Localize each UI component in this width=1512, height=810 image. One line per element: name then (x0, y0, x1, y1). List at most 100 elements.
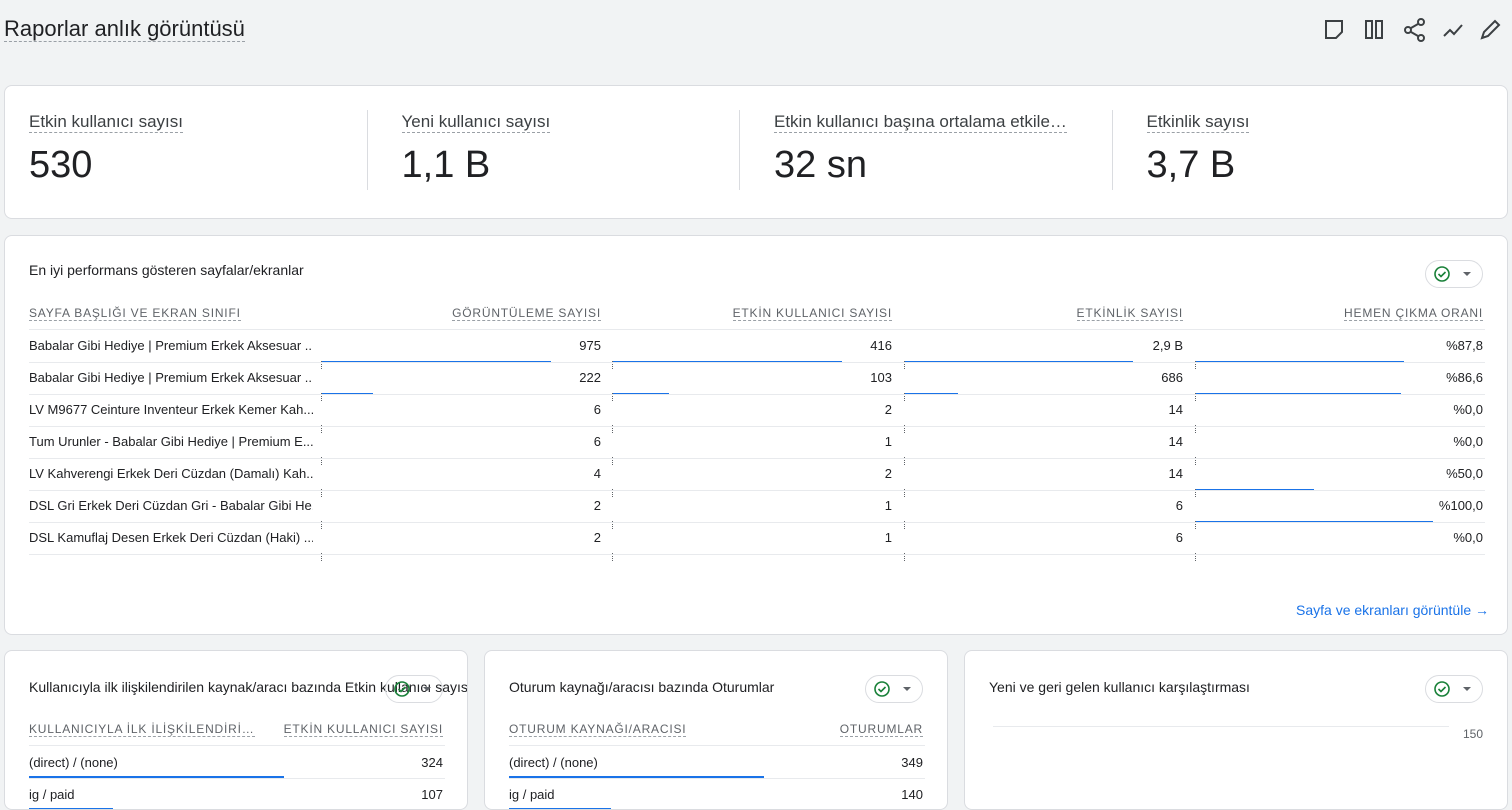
column-header: ETKİN KULLANICI SAYISI (284, 722, 443, 737)
cell-value: 2 (594, 498, 601, 513)
row-label: LV M9677 Ceinture Inventeur Erkek Kemer … (29, 402, 313, 417)
row-separator (509, 778, 925, 779)
top-pages-card: En iyi performans gösteren sayfalar/ekra… (4, 235, 1508, 635)
row-separator (29, 362, 1485, 363)
cell-value: 6 (594, 402, 601, 417)
kpi-divider (367, 110, 368, 190)
cell-value: 2,9 B (1153, 338, 1183, 353)
row-label: Tum Urunler - Babalar Gibi Hediye | Prem… (29, 434, 313, 449)
row-separator (29, 394, 1485, 395)
view-link[interactable]: Sayfa ve ekranları görüntüle → (1296, 602, 1489, 618)
cell-value: 1 (885, 530, 892, 545)
kpi-label: Yeni kullanıcı sayısı (402, 112, 551, 133)
row-separator (29, 426, 1485, 427)
kpi-label: Etkin kullanıcı başına ortalama etkile… (774, 112, 1067, 133)
cell-value: 222 (579, 370, 601, 385)
insights-icon[interactable] (1444, 25, 1462, 36)
compare-button[interactable] (1425, 675, 1483, 703)
cell-value: 1 (885, 498, 892, 513)
cell-value: 14 (1169, 434, 1183, 449)
cell-value: %0,0 (1453, 402, 1483, 417)
row-separator (29, 554, 1485, 555)
row-label: DSL Gri Erkek Deri Cüzdan Gri - Babalar … (29, 498, 313, 513)
row-label: (direct) / (none) (29, 755, 118, 770)
cell-value: 324 (421, 755, 443, 770)
card-title: Oturum kaynağı/aracısı bazında Oturumlar (509, 677, 849, 697)
column-header: HEMEN ÇIKMA ORANI (1344, 306, 1483, 321)
cell-value: 103 (870, 370, 892, 385)
session-card: Oturum kaynağı/aracısı bazında Oturumlar… (484, 650, 948, 810)
cell-value: 2 (885, 402, 892, 417)
row-separator (29, 522, 1485, 523)
cell-value: 14 (1169, 402, 1183, 417)
grid-line (993, 726, 1449, 727)
row-separator (29, 490, 1485, 491)
compare-button[interactable] (1425, 260, 1483, 288)
column-header: ETKİN KULLANICI SAYISI (733, 306, 892, 321)
cell-value: %87,8 (1446, 338, 1483, 353)
comparison-card: Yeni ve geri gelen kullanıcı karşılaştır… (964, 650, 1508, 810)
column-header: GÖRÜNTÜLEME SAYISI (452, 306, 601, 321)
cell-value: 2 (885, 466, 892, 481)
header-separator (509, 745, 925, 746)
cell-value: 6 (1176, 530, 1183, 545)
page-title: Raporlar anlık görüntüsü (4, 16, 245, 42)
kpi-value: 3,7 B (1147, 144, 1236, 187)
kpi-label: Etkin kullanıcı sayısı (29, 112, 183, 133)
row-separator (29, 778, 445, 779)
cell-value: %86,6 (1446, 370, 1483, 385)
page: Raporlar anlık görüntüsü Etkin kullanıcı… (0, 0, 1512, 792)
title-text: Raporlar anlık görüntüsü (4, 16, 245, 42)
cell-value: 6 (594, 434, 601, 449)
cell-value: 686 (1161, 370, 1183, 385)
row-label: ig / paid (29, 787, 75, 802)
link-text: Sayfa ve ekranları görüntüle (1296, 602, 1471, 618)
row-separator (29, 458, 1485, 459)
row-label: (direct) / (none) (509, 755, 598, 770)
card-title: En iyi performans gösteren sayfalar/ekra… (29, 262, 304, 278)
column-header: SAYFA BAŞLIĞI VE EKRAN SINIFI (29, 306, 241, 321)
cell-value: 140 (901, 787, 923, 802)
row-label: DSL Kamuflaj Desen Erkek Deri Cüzdan (Ha… (29, 530, 313, 545)
cell-value: %50,0 (1446, 466, 1483, 481)
card-title: Kullanıcıyla ilk ilişkilendirilen kaynak… (29, 677, 369, 697)
cell-value: 107 (421, 787, 443, 802)
card-title: Yeni ve geri gelen kullanıcı karşılaştır… (989, 679, 1250, 695)
compare-button[interactable] (865, 675, 923, 703)
cell-value: %0,0 (1453, 530, 1483, 545)
compare-button[interactable] (385, 675, 443, 703)
kpi-value: 1,1 B (402, 144, 491, 187)
column-header: OTURUMLAR (840, 722, 923, 737)
source-card: Kullanıcıyla ilk ilişkilendirilen kaynak… (4, 650, 468, 810)
compare-icon[interactable] (1366, 21, 1382, 38)
cell-value: 6 (1176, 498, 1183, 513)
cell-value: 4 (594, 466, 601, 481)
kpi-value: 32 sn (774, 144, 867, 187)
row-label: LV Kahverengi Erkek Deri Cüzdan (Damalı)… (29, 466, 313, 481)
cell-value: 2 (594, 530, 601, 545)
header-separator (29, 329, 1485, 330)
edit-icon[interactable] (1482, 21, 1499, 38)
cell-value: %0,0 (1453, 434, 1483, 449)
y-tick-label: 150 (1463, 727, 1483, 741)
cell-value: 416 (870, 338, 892, 353)
kpi-label: Etkinlik sayısı (1147, 112, 1250, 133)
cell-value: 975 (579, 338, 601, 353)
note-icon[interactable] (1326, 21, 1342, 38)
cell-value: 1 (885, 434, 892, 449)
row-label: Babalar Gibi Hediye | Premium Erkek Akse… (29, 338, 313, 353)
kpi-card: Etkin kullanıcı sayısı 530 Yeni kullanıcı … (4, 85, 1508, 219)
kpi-divider (1112, 110, 1113, 190)
toolbar (1320, 16, 1510, 44)
kpi-value: 530 (29, 144, 92, 187)
kpi-divider (739, 110, 740, 190)
column-header: OTURUM KAYNAĞI/ARACISI (509, 722, 686, 737)
column-header: KULLANICIYLA İLK İLİŞKİLENDİRİ… (29, 722, 255, 737)
cell-value: 349 (901, 755, 923, 770)
row-label: Babalar Gibi Hediye | Premium Erkek Akse… (29, 370, 313, 385)
row-label: ig / paid (509, 787, 555, 802)
share-icon[interactable] (1405, 19, 1424, 41)
cell-value: 14 (1169, 466, 1183, 481)
cell-value: %100,0 (1439, 498, 1483, 513)
column-header: ETKİNLİK SAYISI (1077, 306, 1183, 321)
